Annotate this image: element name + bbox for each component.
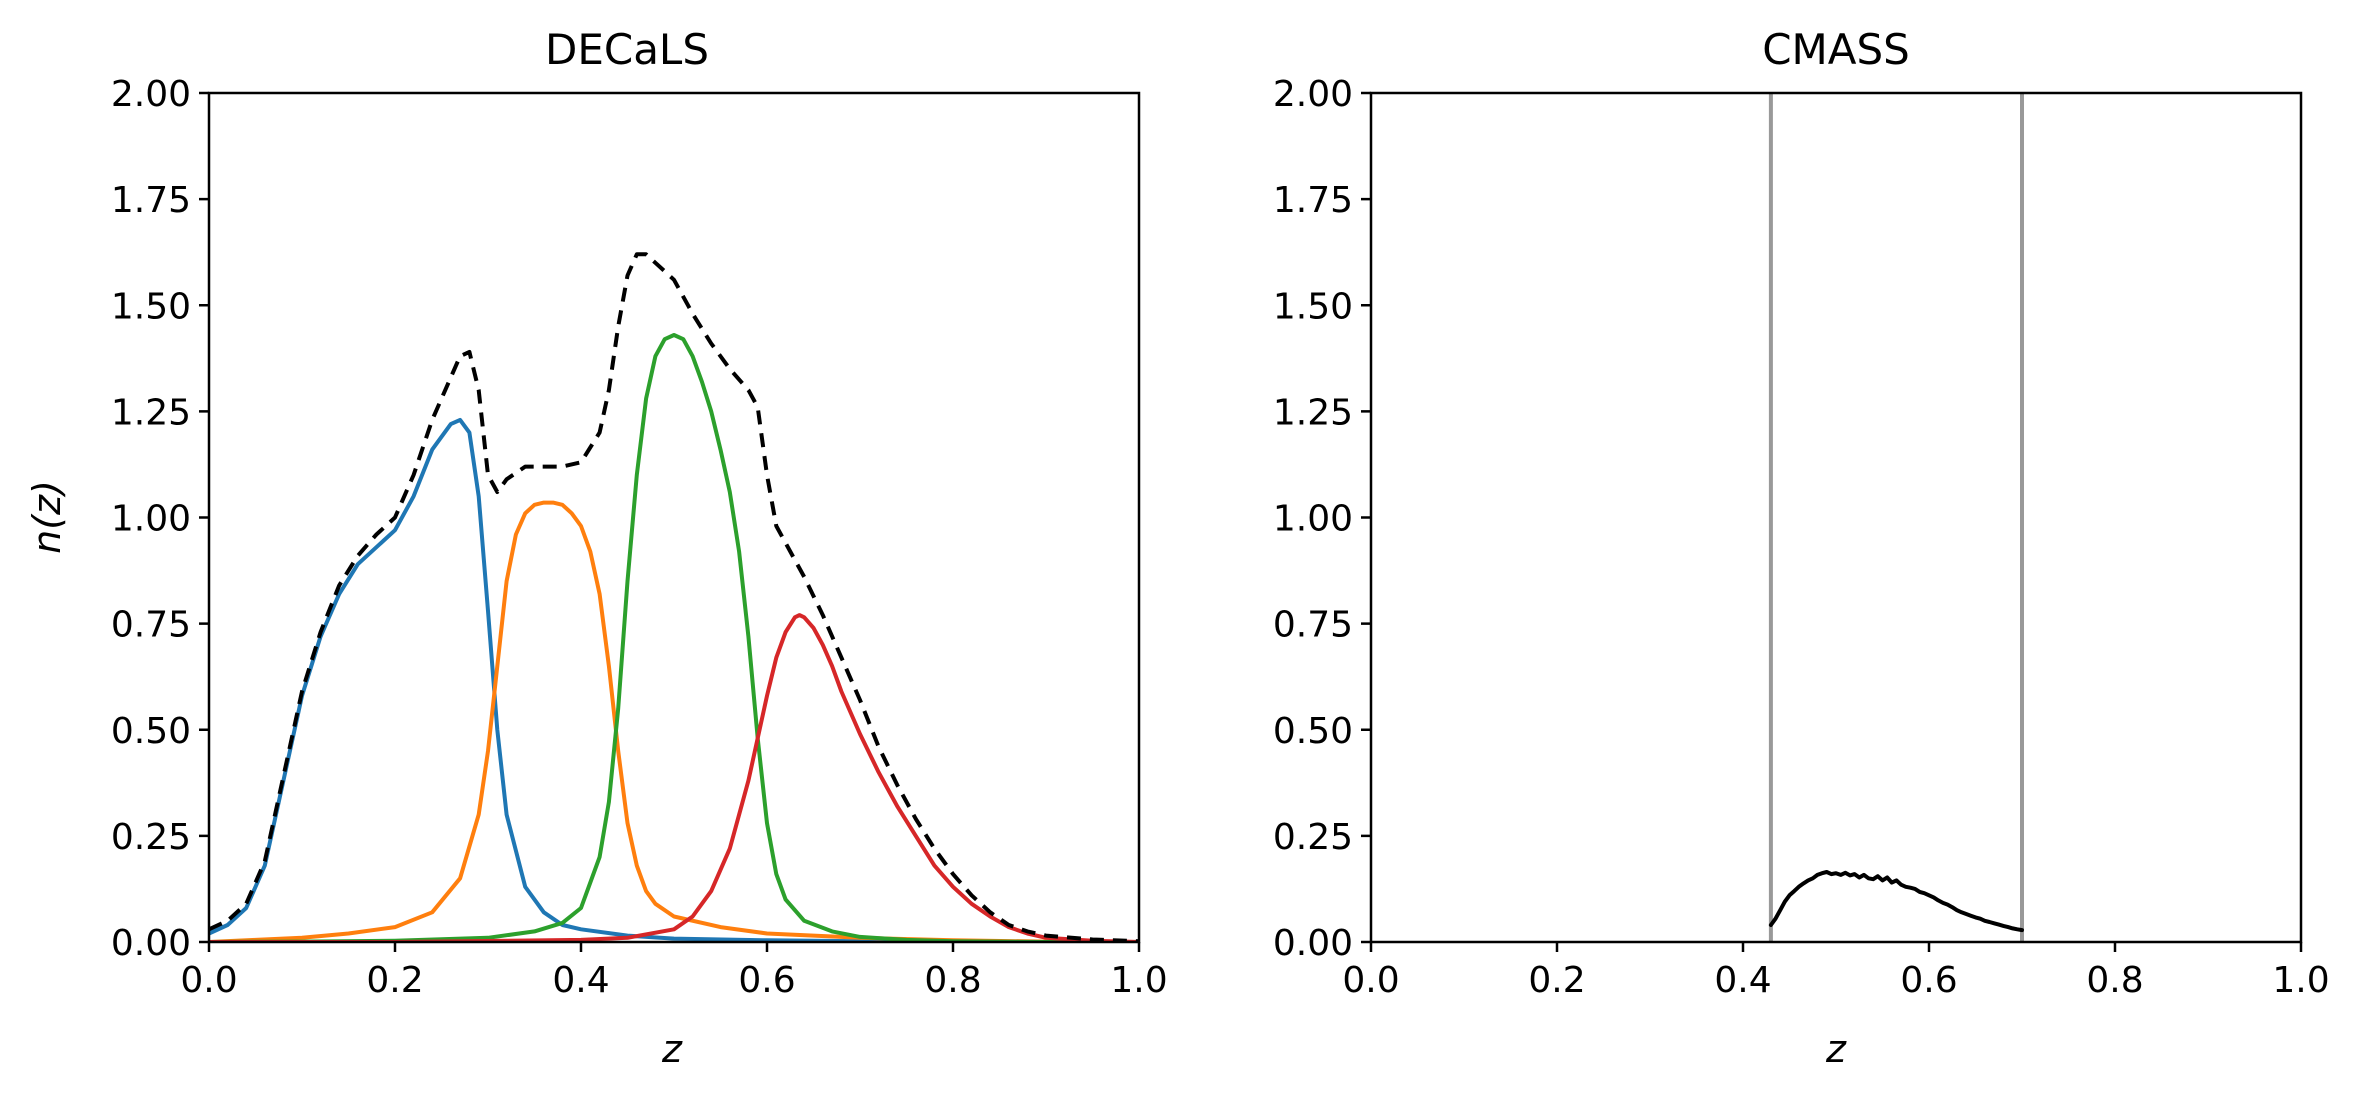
decals-y-tick-label: 1.25 [111,392,191,433]
decals-panel: DECaLS n(z) z 0.0 0.2 0.4 0.6 0.8 1.0 0.00 0.25… [25,25,1168,1071]
decals-series-line [209,500,1139,942]
decals-x-tick-label: 0.2 [366,960,423,1001]
cmass-y-tick-label: 1.50 [1273,286,1353,327]
cmass-x-tick-label: 0.4 [1714,960,1771,1001]
cmass-panel: CMASS z 0.0 0.2 0.4 0.6 0.8 1.0 0.00 0.25 0.50 0.… [1273,25,2330,1071]
decals-title: DECaLS [545,25,709,74]
decals-y-tick-label: 0.00 [111,923,191,964]
cmass-y-tick-label: 0.75 [1273,605,1353,646]
decals-y-tick-label: 0.25 [111,817,191,858]
cmass-y-tick-label: 0.50 [1273,711,1353,752]
cmass-x-tick-label: 0.0 [1342,960,1399,1001]
cmass-y-tick-label: 2.00 [1273,74,1353,115]
cmass-series-line [1768,870,2024,933]
cmass-y-tick-label: 0.25 [1273,817,1353,858]
decals-y-tick-label: 1.75 [111,180,191,221]
decals-y-tick-label: 1.00 [111,499,191,540]
cmass-title: CMASS [1762,25,1910,74]
cmass-y-tick-label: 1.25 [1273,392,1353,433]
decals-x-tick-label: 0.4 [552,960,609,1001]
decals-x-tick-label: 0.0 [180,960,237,1001]
decals-y-tick-label: 1.50 [111,286,191,327]
decals-y-axis-label: n(z) [25,480,69,554]
cmass-x-tick-label: 0.8 [2086,960,2143,1001]
cmass-x-tick-label: 0.6 [1900,960,1957,1001]
decals-y-tick-label: 0.50 [111,711,191,752]
decals-y-tick-label: 2.00 [111,74,191,115]
decals-series-line [209,252,1139,942]
decals-x-tick-label: 0.8 [924,960,981,1001]
decals-x-tick-label: 0.6 [738,960,795,1001]
decals-series-line [209,333,1139,942]
cmass-y-tick-label: 1.00 [1273,499,1353,540]
decals-y-tick-label: 0.75 [111,605,191,646]
cmass-x-axis-label: z [1825,1027,1847,1071]
cmass-x-tick-label: 0.2 [1528,960,1585,1001]
decals-x-axis-label: z [661,1027,683,1071]
decals-x-tick-label: 1.0 [1110,960,1167,1001]
decals-series-line [209,613,1139,942]
cmass-y-tick-label: 1.75 [1273,180,1353,221]
cmass-x-tick-label: 1.0 [2272,960,2329,1001]
cmass-y-tick-label: 0.00 [1273,923,1353,964]
